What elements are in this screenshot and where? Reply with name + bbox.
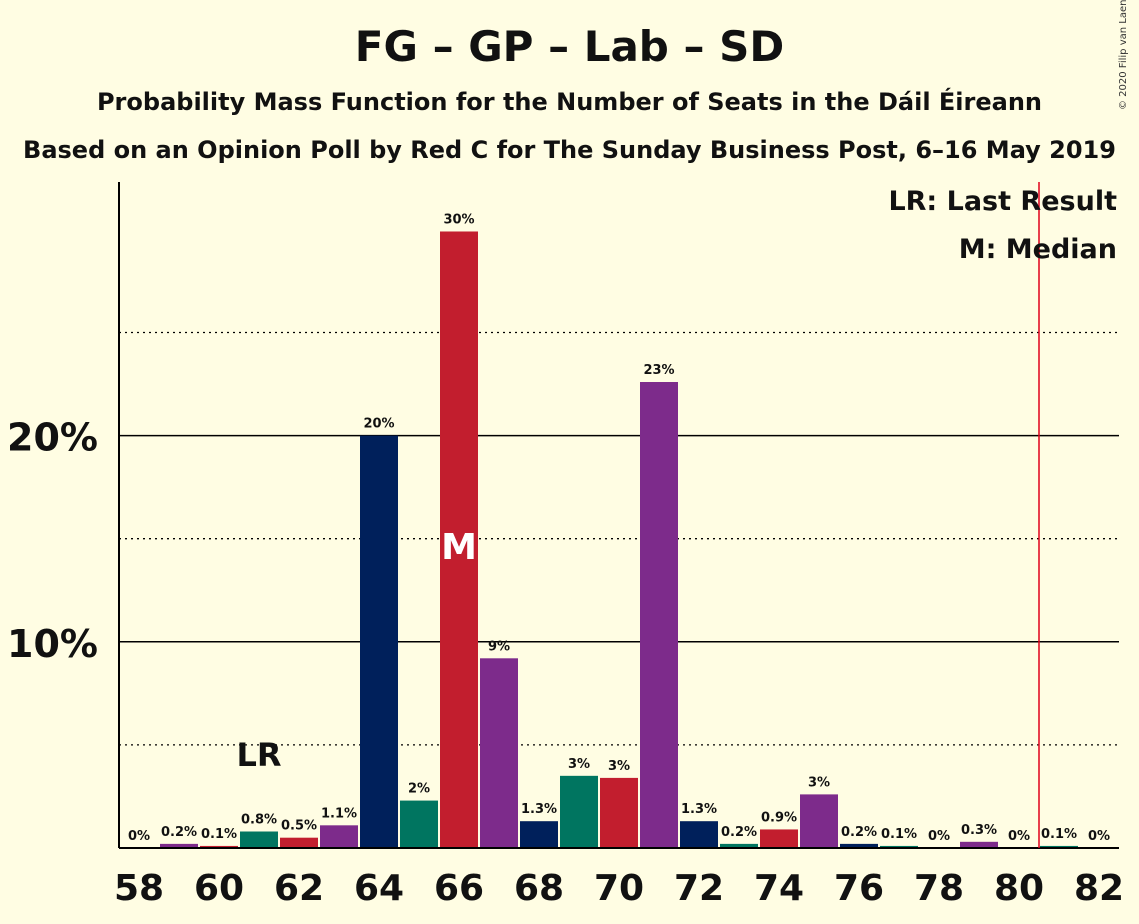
- bar-seat-65: [400, 800, 438, 848]
- legend-median: M: Median: [959, 234, 1117, 265]
- bar-seat-64: [360, 435, 398, 848]
- bar-value-label: 0.2%: [721, 825, 757, 840]
- x-tick-label: 62: [274, 868, 324, 909]
- bar-value-label: 30%: [443, 212, 474, 227]
- bar-value-label: 0.5%: [281, 819, 317, 834]
- bar-value-label: 20%: [363, 417, 394, 432]
- bar-seat-71: [640, 382, 678, 848]
- x-tick-label: 76: [834, 868, 884, 909]
- bar-seat-67: [480, 658, 518, 848]
- bar-value-label: 0.2%: [161, 825, 197, 840]
- x-tick-label: 72: [674, 868, 724, 909]
- bar-value-label: 2%: [408, 782, 430, 797]
- bar-seat-59: [160, 843, 198, 848]
- bar-seat-70: [600, 777, 638, 848]
- bar-value-label: 1.3%: [521, 802, 557, 817]
- x-tick-label: 78: [914, 868, 964, 909]
- bar-seat-74: [760, 829, 798, 848]
- bar-seat-63: [320, 825, 358, 848]
- median-marker: M: [441, 527, 477, 568]
- bar-seat-62: [280, 837, 318, 848]
- bar-value-label: 23%: [643, 363, 674, 378]
- x-tick-label: 58: [114, 868, 164, 909]
- bar-seat-72: [680, 821, 718, 848]
- chart-subtitle: Probability Mass Function for the Number…: [96, 88, 1043, 116]
- bar-seat-79: [960, 841, 998, 848]
- bar-seat-68: [520, 821, 558, 848]
- bar-value-label: 0.1%: [881, 827, 917, 842]
- bar-value-label: 3%: [568, 757, 590, 772]
- legend-last-result: LR: Last Result: [888, 186, 1117, 217]
- bar-seat-75: [800, 794, 838, 848]
- bar-value-label: 0.3%: [961, 823, 997, 838]
- bar-seat-77: [880, 845, 918, 848]
- bar-value-label: 0.1%: [1041, 827, 1077, 842]
- bar-value-label: 0%: [1088, 829, 1110, 844]
- x-tick-label: 68: [514, 868, 564, 909]
- last-result-marker: LR: [236, 736, 281, 774]
- bar-value-label: 3%: [808, 775, 830, 790]
- bar-value-label: 0.1%: [201, 827, 237, 842]
- x-tick-label: 70: [594, 868, 644, 909]
- bar-value-label: 1.1%: [321, 806, 357, 821]
- bar-value-label: 0%: [928, 829, 950, 844]
- bar-seat-73: [720, 843, 758, 848]
- bar-value-label: 9%: [488, 639, 510, 654]
- bar-value-label: 0.8%: [241, 813, 277, 828]
- bar-seat-60: [200, 845, 238, 848]
- bar-value-label: 0%: [1008, 829, 1030, 844]
- chart-source-subtitle: Based on an Opinion Poll by Red C for Th…: [23, 136, 1116, 164]
- chart-title: FG – GP – Lab – SD: [354, 22, 785, 71]
- x-tick-label: 82: [1074, 868, 1124, 909]
- bar-seat-76: [840, 843, 878, 848]
- x-tick-label: 74: [754, 868, 804, 909]
- x-tick-label: 64: [354, 868, 404, 909]
- bar-value-label: 3%: [608, 759, 630, 774]
- bar-value-label: 1.3%: [681, 802, 717, 817]
- bar-value-label: 0%: [128, 829, 150, 844]
- bar-seat-81: [1040, 845, 1078, 848]
- bar-seat-69: [560, 775, 598, 848]
- x-tick-label: 66: [434, 868, 484, 909]
- y-tick-label: 20%: [7, 416, 98, 460]
- bar-value-label: 0.2%: [841, 825, 877, 840]
- x-tick-label: 80: [994, 868, 1044, 909]
- bar-value-label: 0.9%: [761, 810, 797, 825]
- bar-seat-61: [240, 831, 278, 848]
- y-tick-label: 10%: [7, 622, 98, 666]
- bar-seat-66: [440, 231, 478, 848]
- x-tick-label: 60: [194, 868, 244, 909]
